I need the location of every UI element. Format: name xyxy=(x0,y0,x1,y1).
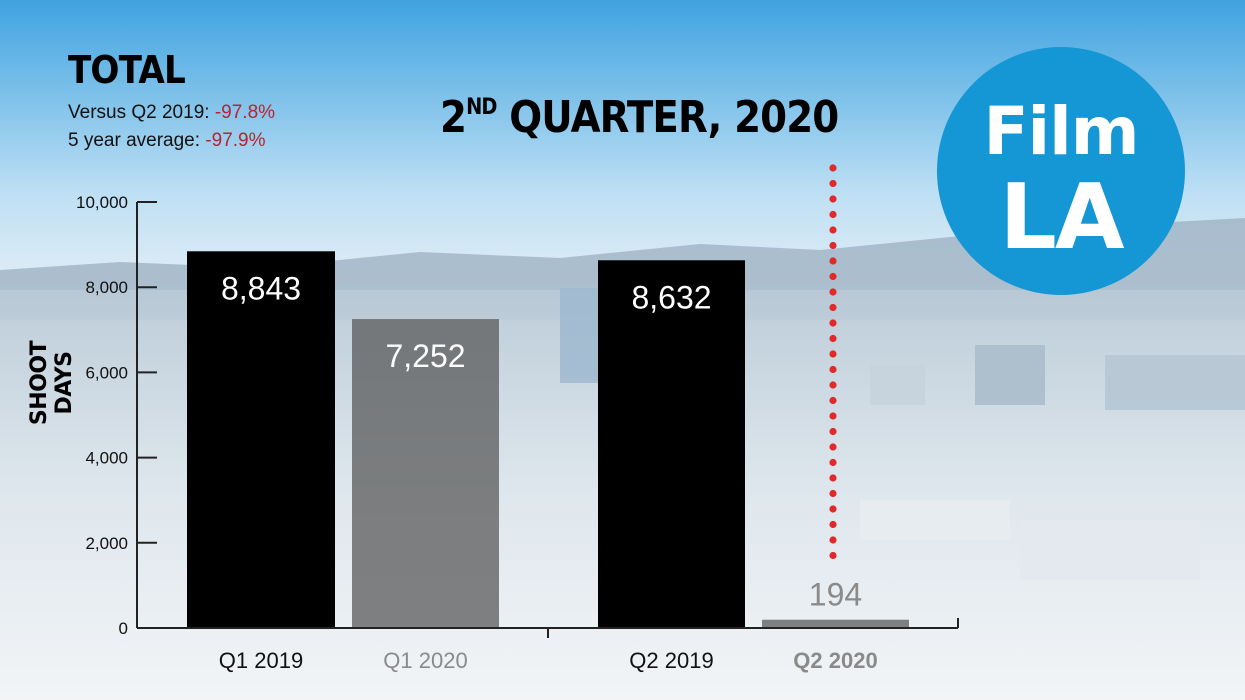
versus-stat: Versus Q2 2019: -97.8% xyxy=(68,102,275,124)
divider-dot xyxy=(829,443,837,451)
divider-dot xyxy=(829,505,837,513)
y-axis: 0 2,000 4,000 6,000 8,000 10,000 xyxy=(76,193,157,638)
divider-dot xyxy=(829,210,837,219)
divider-dot xyxy=(829,381,837,389)
divider-dot xyxy=(829,536,837,544)
logo-text-la: LA xyxy=(999,165,1124,270)
divider-dot xyxy=(829,412,837,420)
bars: 8,843 7,252 8,632 194 xyxy=(187,251,909,628)
bar xyxy=(352,319,499,628)
bar xyxy=(187,251,335,628)
bar xyxy=(598,260,745,628)
y-tick-label: 6,000 xyxy=(85,363,128,382)
quarter-title: 2ND QUARTER, 2020 xyxy=(440,92,839,143)
x-category-label: Q1 2019 xyxy=(219,648,303,673)
y-tick-label: 0 xyxy=(119,619,128,638)
dotted-divider-line xyxy=(829,164,837,560)
divider-dot xyxy=(829,489,837,498)
divider-dot xyxy=(829,272,837,281)
bar-value-label: 194 xyxy=(809,577,862,613)
divider-dot xyxy=(829,288,837,296)
divider-dot xyxy=(829,458,837,467)
x-category-label: Q2 2019 xyxy=(629,648,713,673)
divider-dot xyxy=(829,179,837,188)
divider-dot xyxy=(829,195,837,203)
y-tick-label: 8,000 xyxy=(85,278,128,297)
divider-dot xyxy=(829,241,837,250)
divider-dot xyxy=(829,226,837,234)
average-stat: 5 year average: -97.9% xyxy=(68,130,266,152)
bar-value-label: 7,252 xyxy=(385,338,465,374)
total-title: TOTAL xyxy=(68,48,186,92)
x-category-label: Q1 2020 xyxy=(383,648,467,673)
x-axis: Q1 2019 Q1 2020 Q2 2019 Q2 2020 xyxy=(137,618,959,673)
filmla-logo: Film LA xyxy=(937,47,1185,295)
divider-dot xyxy=(829,303,837,312)
divider-dot xyxy=(829,520,837,529)
divider-dot xyxy=(829,350,837,358)
divider-dot xyxy=(829,334,837,343)
y-tick-label: 2,000 xyxy=(85,534,128,553)
bar xyxy=(762,619,909,628)
average-value: -97.9% xyxy=(205,130,266,151)
divider-dot xyxy=(829,164,837,172)
versus-value: -97.8% xyxy=(214,102,276,123)
divider-dot xyxy=(829,474,837,482)
versus-label: Versus Q2 2019: xyxy=(68,102,215,123)
bar-value-label: 8,843 xyxy=(221,270,301,306)
logo-text-film: Film xyxy=(983,93,1139,170)
y-tick-label: 4,000 xyxy=(85,449,128,468)
y-tick-label: 10,000 xyxy=(76,193,128,212)
divider-dot xyxy=(829,365,837,374)
bar-value-label: 8,632 xyxy=(631,279,711,315)
divider-dot xyxy=(829,551,837,560)
divider-dot xyxy=(829,257,837,265)
average-label: 5 year average: xyxy=(68,130,206,151)
y-axis-label: SHOOT DAYS xyxy=(27,340,77,426)
divider-dot xyxy=(829,427,837,436)
divider-dot xyxy=(829,396,837,405)
x-category-label: Q2 2020 xyxy=(793,648,877,673)
divider-dot xyxy=(829,319,837,327)
